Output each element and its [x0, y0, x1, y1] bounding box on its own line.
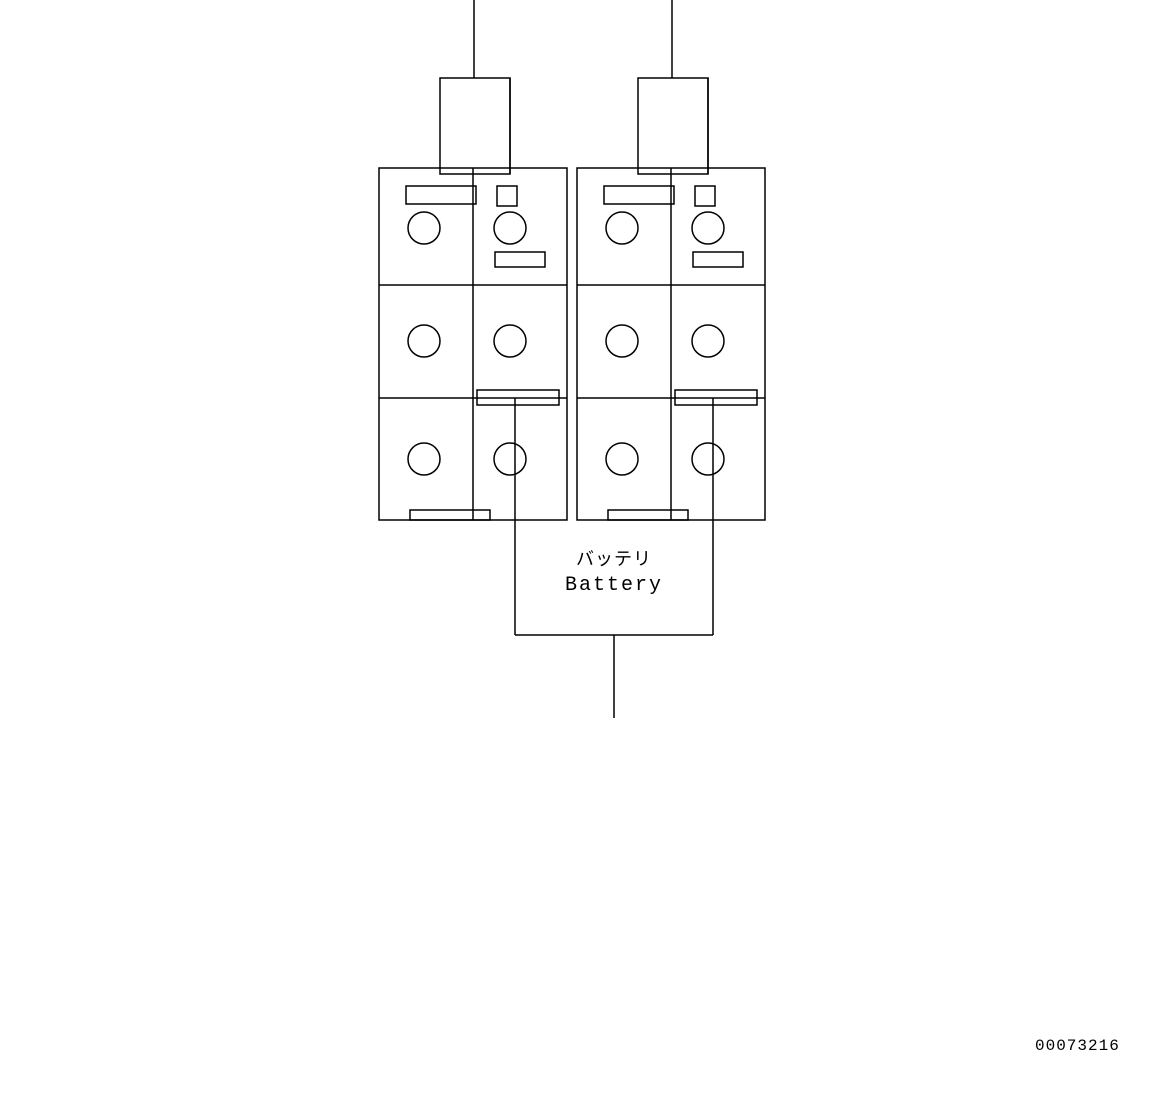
part-number-label: 00073216: [1035, 1037, 1120, 1055]
terminal-rect: [497, 186, 517, 206]
cell-circle: [692, 325, 724, 357]
battery-label-jp: バッテリ: [576, 550, 652, 571]
terminal-rect: [406, 186, 476, 204]
battery-unit-right: [577, 0, 765, 520]
terminal-rect: [693, 252, 743, 267]
cell-circle: [494, 325, 526, 357]
cell-circle: [606, 325, 638, 357]
terminal-rect: [495, 252, 545, 267]
cell-circle: [408, 443, 440, 475]
cell-circle: [494, 443, 526, 475]
cell-circle: [408, 325, 440, 357]
battery-unit-left: [379, 0, 567, 520]
cell-circle: [408, 212, 440, 244]
cell-circle: [692, 212, 724, 244]
terminal-block-right: [638, 78, 708, 174]
terminal-block-left: [440, 78, 510, 174]
terminal-rect: [604, 186, 674, 204]
battery-schematic-diagram: バッテリ Battery 00073216: [0, 0, 1163, 1089]
schematic-svg: バッテリ Battery 00073216: [0, 0, 1163, 1089]
cell-circle: [606, 443, 638, 475]
cell-circle: [692, 443, 724, 475]
terminal-rect: [410, 510, 490, 520]
terminal-rect: [608, 510, 688, 520]
battery-label-en: Battery: [565, 574, 663, 597]
terminal-rect: [695, 186, 715, 206]
cell-circle: [494, 212, 526, 244]
cell-circle: [606, 212, 638, 244]
